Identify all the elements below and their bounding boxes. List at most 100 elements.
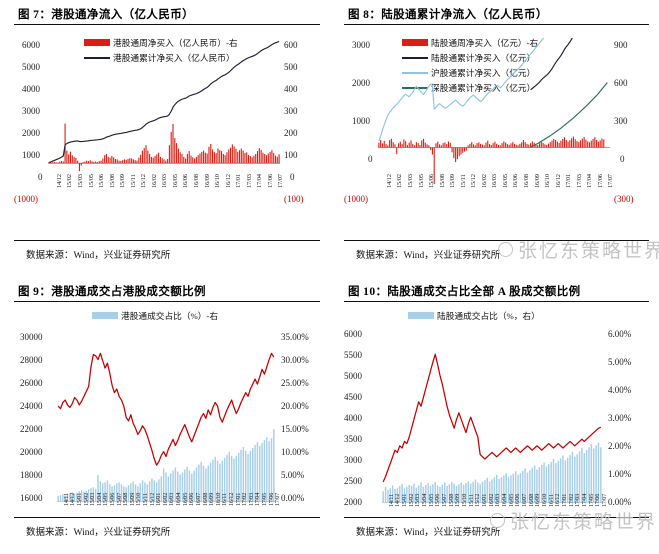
legend-label: 陆股通累计净买入（亿元） bbox=[431, 53, 536, 63]
x-tick-label: 17/03 bbox=[575, 174, 583, 188]
x-tick-label: 15/02 bbox=[396, 174, 404, 188]
x-tick-label: 16/12 bbox=[224, 174, 232, 188]
legend-label: 陆股通成交占比（%，右） bbox=[437, 311, 540, 321]
fig9-y2tick: 30.00% bbox=[281, 355, 309, 365]
fig10-ytick: 4500 bbox=[344, 392, 362, 402]
x-tick-label: 15/08 bbox=[108, 174, 116, 188]
fig9-title-rule bbox=[14, 301, 320, 302]
legend-item: 港股通累计净买入（亿人民币） bbox=[84, 51, 238, 64]
x-tick-label: 15/09 bbox=[119, 174, 127, 188]
x-tick-label: 16/10 bbox=[544, 174, 552, 188]
legend-item: 港股通成交占比（%）-右 bbox=[92, 309, 218, 322]
fig10-ytick: 6000 bbox=[344, 329, 362, 339]
x-tick-label: 15/12 bbox=[140, 174, 148, 188]
fig7-plot bbox=[48, 40, 280, 172]
fig9-plot bbox=[57, 352, 275, 502]
watermark-text: 张忆东策略世界 bbox=[518, 240, 659, 262]
fig7-ytick: 2000 bbox=[22, 128, 40, 138]
fig7-ytick: 1000 bbox=[22, 150, 40, 160]
legend-label: 沪股通累计净买入（亿元） bbox=[431, 68, 536, 78]
x-tick-label: 16/10 bbox=[214, 174, 222, 188]
line-swatch-icon bbox=[84, 56, 110, 59]
x-tick-label: 16/02 bbox=[150, 174, 158, 188]
x-tick-label: 15/06 bbox=[428, 174, 436, 188]
fig8-title: 图 8：陆股通累计净流入（亿人民币） bbox=[348, 9, 548, 21]
x-tick-label: 16/05 bbox=[171, 174, 179, 188]
line-swatch-icon bbox=[402, 71, 428, 74]
fig7-ytick: (1000) bbox=[14, 194, 38, 204]
x-tick-label: 15/06 bbox=[109, 492, 117, 506]
fig8-source-rule bbox=[344, 240, 649, 241]
x-tick-label: 17/07 bbox=[277, 174, 285, 188]
fig10-y2tick: 6.00% bbox=[608, 329, 632, 339]
fig7-y2tick: 400 bbox=[284, 84, 298, 94]
x-tick-label: 16/03 bbox=[491, 174, 499, 188]
fig9-ytick: 28000 bbox=[20, 355, 43, 365]
fig7-y2tick: 200 bbox=[284, 128, 298, 138]
bar-swatch-icon bbox=[84, 39, 110, 46]
x-tick-label: 16/09 bbox=[203, 174, 211, 188]
fig10-y2tick: 5.00% bbox=[608, 357, 632, 367]
x-tick-label: 17/03 bbox=[245, 174, 253, 188]
fig7-legend: 港股通周净买入（亿人民币）-右 港股通累计净买入（亿人民币） bbox=[84, 36, 238, 66]
fig9-y2tick: 35.00% bbox=[281, 332, 309, 342]
panel-fig7: 图 7：港股通净流入（亿人民币） 港股通周净买入（亿人民币）-右 港股通累计净买… bbox=[0, 0, 330, 277]
fig9-ytick: 22000 bbox=[20, 424, 43, 434]
fig9-title: 图 9：港股通成交占港股成交额比例 bbox=[18, 286, 206, 298]
fig9-legend: 港股通成交占比（%）-右 bbox=[92, 309, 218, 324]
x-tick-label: 15/11 bbox=[142, 493, 150, 506]
x-tick-label: 16/08 bbox=[522, 174, 530, 188]
fig8-plot bbox=[378, 38, 610, 184]
fig7-title-rule bbox=[14, 24, 320, 25]
fig7-source-rule bbox=[14, 240, 320, 241]
x-tick-label: 17/05 bbox=[260, 492, 268, 506]
x-tick-label: 17/07 bbox=[607, 174, 615, 188]
x-tick-label: 17/04 bbox=[256, 174, 264, 188]
fig7-y2tick: 600 bbox=[284, 40, 298, 50]
x-tick-label: 16/08 bbox=[192, 174, 200, 188]
fig7-ytick: 0 bbox=[38, 172, 43, 182]
fig8-y2tick: 0 bbox=[620, 154, 625, 164]
x-tick-label: 15/06 bbox=[98, 174, 106, 188]
fig8-ytick: 3000 bbox=[352, 40, 370, 50]
fig8-y2tick: 300 bbox=[614, 116, 628, 126]
fig10-ytick: 2500 bbox=[344, 476, 362, 486]
x-tick-label: 17/07 bbox=[601, 493, 609, 507]
legend-item: 陆股通成交占比（%，右） bbox=[408, 309, 540, 322]
fig9-y2tick: 25.00% bbox=[281, 378, 309, 388]
fig8-title-rule bbox=[344, 24, 649, 25]
fig9-ytick: 26000 bbox=[20, 378, 43, 388]
fig10-y2tick: 2.00% bbox=[608, 441, 632, 451]
fig9-y2tick: 5.00% bbox=[281, 470, 305, 480]
fig9-source-rule bbox=[14, 517, 320, 518]
x-tick-label: 17/06 bbox=[596, 174, 604, 188]
fig10-source: 数据来源：Wind，兴业证券研究所 bbox=[356, 528, 501, 538]
fig8-ytick: 0 bbox=[368, 154, 373, 164]
fig10-y2tick: 1.00% bbox=[608, 469, 632, 479]
x-tick-label: 16/12 bbox=[554, 174, 562, 188]
fig9-ytick: 20000 bbox=[20, 447, 43, 457]
fig8-ytick: (1000) bbox=[344, 194, 368, 204]
fig7-y2tick: (100) bbox=[284, 194, 304, 204]
fig9-ytick: 16000 bbox=[20, 493, 43, 503]
fig9-ytick: 18000 bbox=[20, 470, 43, 480]
bar-swatch-icon bbox=[92, 312, 118, 319]
watermark-logo-icon bbox=[490, 513, 505, 528]
bar-swatch-icon bbox=[408, 312, 434, 319]
x-tick-label: 16/02 bbox=[480, 174, 488, 188]
fig7-source: 数据来源：Wind，兴业证券研究所 bbox=[26, 251, 171, 261]
fig8-y2tick: 900 bbox=[614, 40, 628, 50]
legend-label: 深股通累计净买入（亿元） bbox=[431, 83, 536, 93]
watermark-logo-icon bbox=[498, 242, 513, 257]
fig10-title: 图 10：陆股通成交占比全部 A 股成交额比例 bbox=[348, 286, 581, 298]
fig7-title: 图 7：港股通净流入（亿人民币） bbox=[18, 9, 195, 21]
fig8-y2tick: 600 bbox=[614, 78, 628, 88]
x-tick-label: 15/02 bbox=[66, 174, 74, 188]
line-swatch-icon bbox=[402, 56, 428, 59]
x-tick-label: 15/01 bbox=[75, 492, 83, 506]
x-tick-label: 15/11 bbox=[129, 174, 137, 188]
fig10-y2tick: 3.00% bbox=[608, 413, 632, 423]
fig9-y2tick: 15.00% bbox=[281, 424, 309, 434]
fig10-plot bbox=[382, 353, 602, 503]
